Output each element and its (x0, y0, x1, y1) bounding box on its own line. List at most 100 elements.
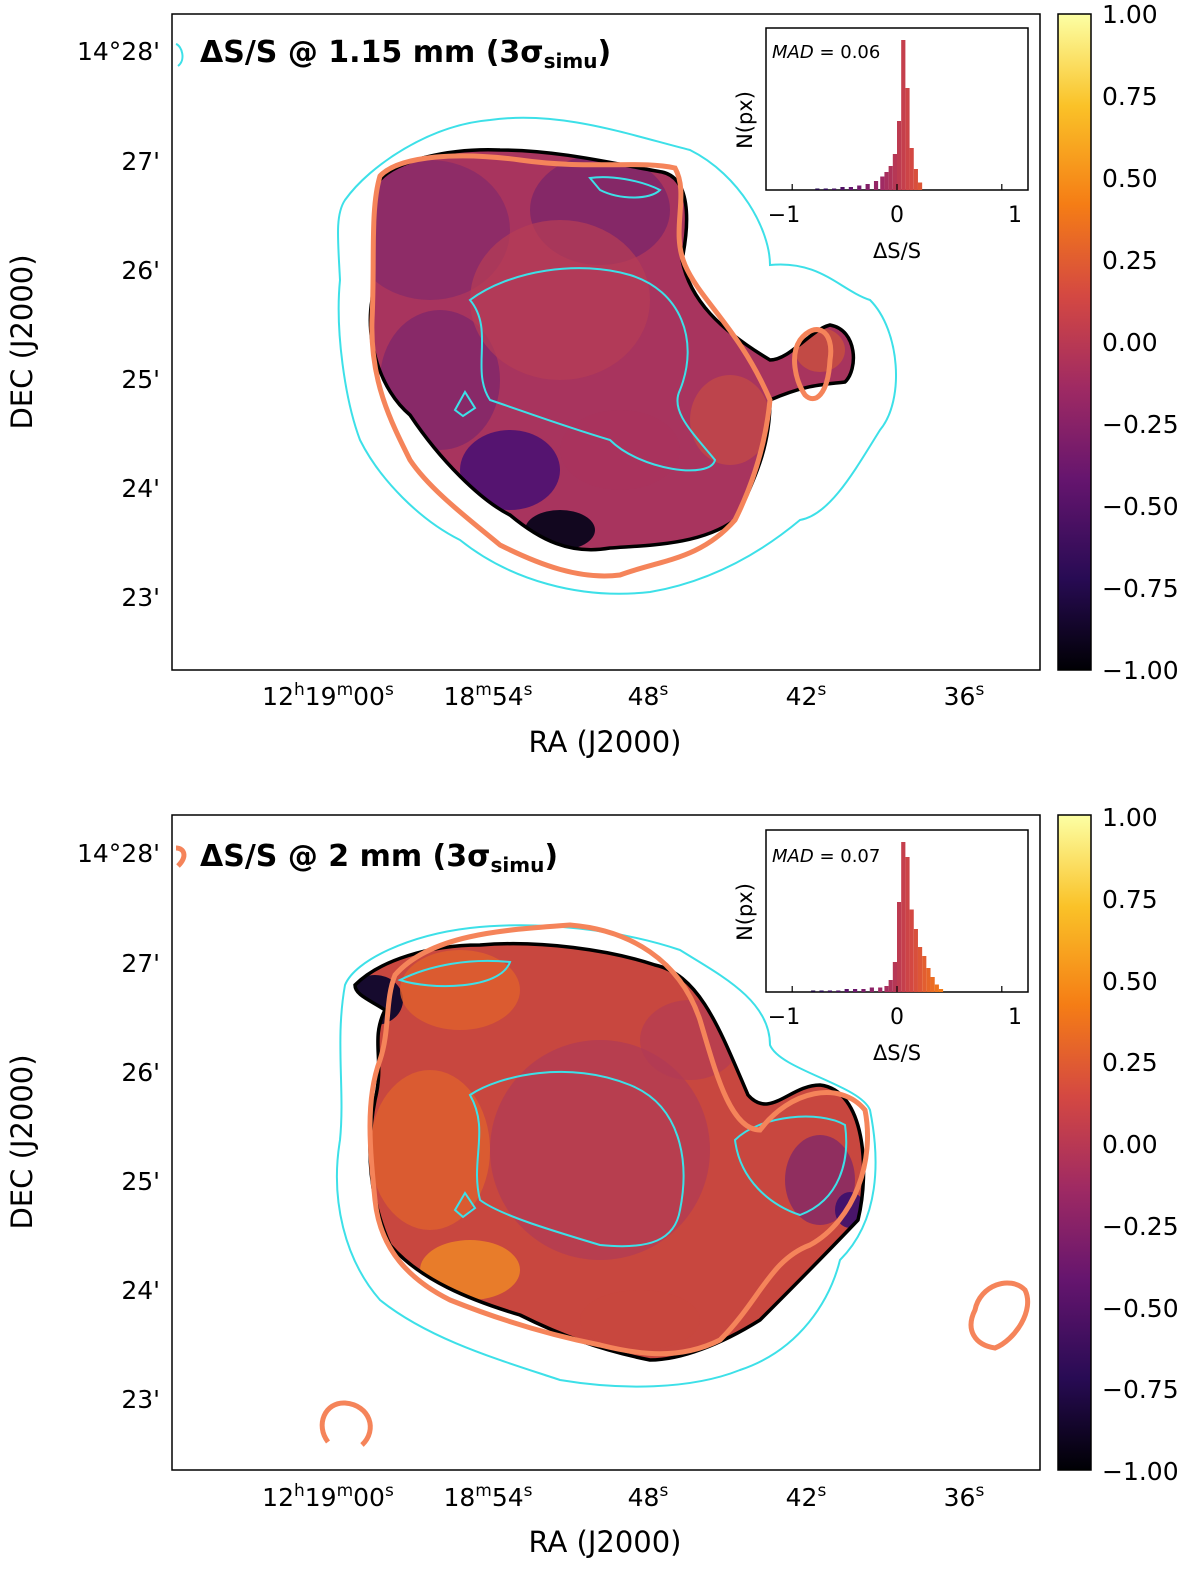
ytick-top-5: 23' (121, 583, 160, 612)
colorbar-bottom-ticks: 1.00 0.75 0.50 0.25 0.00 −0.25 −0.50 −0.… (1102, 803, 1179, 1486)
ytick-bottom-4: 24' (121, 1276, 160, 1305)
cbar-top-tick-4: 0.00 (1102, 328, 1158, 357)
cbar-top-tick-5: −0.25 (1102, 410, 1179, 439)
colorbar-bottom: 1.00 0.75 0.50 0.25 0.00 −0.25 −0.50 −0.… (1057, 803, 1179, 1486)
colorbar-top-ticks: 1.00 0.75 0.50 0.25 0.00 −0.25 −0.50 −0.… (1102, 0, 1179, 685)
title-top-main: ΔS/S @ 1.15 mm (3σ (200, 35, 544, 70)
inset-bottom-hist-bar (909, 909, 914, 992)
ytick-top-4: 24' (121, 474, 160, 503)
inset-bottom-hist-bar (930, 977, 935, 992)
xtick-top-1: 18m54s (443, 680, 532, 711)
inset-top-hist-bar (815, 188, 820, 190)
cbar-top-tick-2: 0.50 (1102, 164, 1158, 193)
inset-xtick-bottom-2: 1 (1008, 1005, 1022, 1030)
ytick-top-0: 14°28' (77, 37, 160, 66)
xtick-bottom-1: 18m54s (443, 1481, 532, 1512)
inset-top-hist-bar (873, 181, 879, 190)
inset-bottom-hist-bar (869, 987, 874, 992)
inset-mad-label-top: MAD (772, 42, 814, 63)
yticks-bottom: 14°28' 27' 26' 25' 24' 23' (77, 839, 160, 1414)
inset-top-hist-bar (884, 172, 889, 190)
inset-top-hist-bar (840, 187, 845, 190)
inset-top-hist-bar (901, 40, 906, 190)
inset-top-hist-bar (823, 188, 828, 190)
inset-bottom-hist-bar (861, 989, 866, 992)
inset-bars-bottom (791, 842, 1003, 992)
inset-top: MAD = 0.06 N(px) −1 0 1 ΔS/S (733, 27, 1029, 263)
contours-cyan-top (337, 116, 897, 595)
contours-orange-bottom (175, 845, 1031, 1447)
inset-mad-bottom: MAD = 0.07 (772, 846, 880, 867)
inset-bottom-hist-bar (922, 956, 927, 992)
xlabel-bottom: RA (J2000) (528, 1525, 681, 1559)
cbar-bottom-tick-4: 0.00 (1102, 1130, 1158, 1159)
ytick-bottom-2: 26' (121, 1058, 160, 1087)
inset-xtick-bottom-0: −1 (768, 1005, 800, 1030)
xtick-top-4: 36s (944, 680, 985, 711)
inset-xlabel-top: ΔS/S (873, 239, 921, 263)
title-bottom: ΔS/S @ 2 mm (3σsimu) (200, 839, 558, 877)
edge-mark-top (175, 43, 184, 67)
ytick-bottom-5: 23' (121, 1385, 160, 1414)
colorbar-top-bar (1057, 13, 1092, 671)
panel-top: ΔS/S @ 1.15 mm (3σsimu) MAD = 0.06 N(px)… (5, 0, 1179, 759)
xtick-bottom-4: 36s (944, 1481, 985, 1512)
inset-bottom-hist-bar (938, 989, 944, 992)
xtick-bottom-3: 42s (786, 1481, 827, 1512)
ytick-top-3: 25' (121, 365, 160, 394)
cbar-top-tick-0: 1.00 (1102, 0, 1158, 29)
inset-bottom-hist-bar (913, 929, 918, 992)
inset-bottom-hist-bar (884, 986, 889, 992)
title-bottom-close: ) (544, 839, 558, 874)
inset-bottom-hist-bar (827, 990, 833, 992)
cbar-bottom-tick-3: 0.25 (1102, 1048, 1158, 1077)
xtick-top-3: 42s (786, 680, 827, 711)
colorbar-top: 1.00 0.75 0.50 0.25 0.00 −0.25 −0.50 −0.… (1057, 0, 1179, 685)
inset-mad-value-top: = 0.06 (819, 42, 880, 63)
cbar-top-tick-1: 0.75 (1102, 82, 1158, 111)
inset-top-hist-bar (880, 176, 885, 190)
inset-ylabel-bottom: N(px) (733, 883, 757, 941)
orange-ring-left (319, 1400, 373, 1447)
panel-bottom: ΔS/S @ 2 mm (3σsimu) MAD = 0.07 N(px) −1… (5, 803, 1179, 1559)
inset-xtick-top-2: 1 (1008, 203, 1022, 228)
orange-ring-right (968, 1280, 1031, 1351)
colorbar-bottom-bar (1057, 814, 1092, 1471)
inset-bottom-hist-bar (844, 989, 849, 992)
ytick-bottom-0: 14°28' (77, 839, 160, 868)
inset-top-hist-bar (917, 182, 923, 190)
cbar-top-tick-6: −0.50 (1102, 492, 1179, 521)
inset-bottom: MAD = 0.07 N(px) −1 0 1 ΔS/S (733, 829, 1029, 1065)
yticks-top: 14°28' 27' 26' 25' 24' 23' (77, 37, 160, 612)
cbar-bottom-tick-5: −0.25 (1102, 1212, 1179, 1241)
cbar-top-tick-7: −0.75 (1102, 574, 1179, 603)
inset-bottom-hist-bar (836, 990, 841, 992)
contours-orange-top (369, 153, 834, 579)
ytick-top-2: 26' (121, 256, 160, 285)
inset-top-hist-bar (913, 169, 918, 190)
xtick-top-0: 12h19m00s (262, 680, 394, 711)
xtick-bottom-2: 48s (628, 1481, 669, 1512)
inset-bottom-hist-bar (819, 990, 824, 992)
contour-black-top (368, 148, 856, 552)
inset-top-hist-bar (909, 148, 914, 190)
inset-mad-top: MAD = 0.06 (772, 42, 880, 63)
inset-bottom-hist-bar (811, 990, 816, 992)
inset-bottom-hist-bar (852, 989, 858, 992)
inset-bottom-hist-bar (917, 947, 923, 992)
inset-xtick-top-0: −1 (768, 203, 800, 228)
inset-top-hist-bar (892, 154, 897, 190)
inset-bottom-hist-bar (897, 902, 902, 992)
cbar-bottom-tick-0: 1.00 (1102, 803, 1158, 832)
inset-bottom-hist-bar (905, 857, 910, 992)
inset-bars-top (791, 40, 1003, 190)
title-bottom-main: ΔS/S @ 2 mm (3σ (200, 839, 491, 874)
inset-xlabel-bottom: ΔS/S (873, 1041, 921, 1065)
inset-top-hist-bar (905, 88, 910, 190)
inset-mad-value-bottom: = 0.07 (819, 846, 880, 867)
inset-bottom-hist-bar (878, 987, 883, 992)
ylabel-top: DEC (J2000) (5, 254, 39, 429)
cbar-bottom-tick-6: −0.50 (1102, 1294, 1179, 1323)
inset-ylabel-top: N(px) (733, 91, 757, 149)
